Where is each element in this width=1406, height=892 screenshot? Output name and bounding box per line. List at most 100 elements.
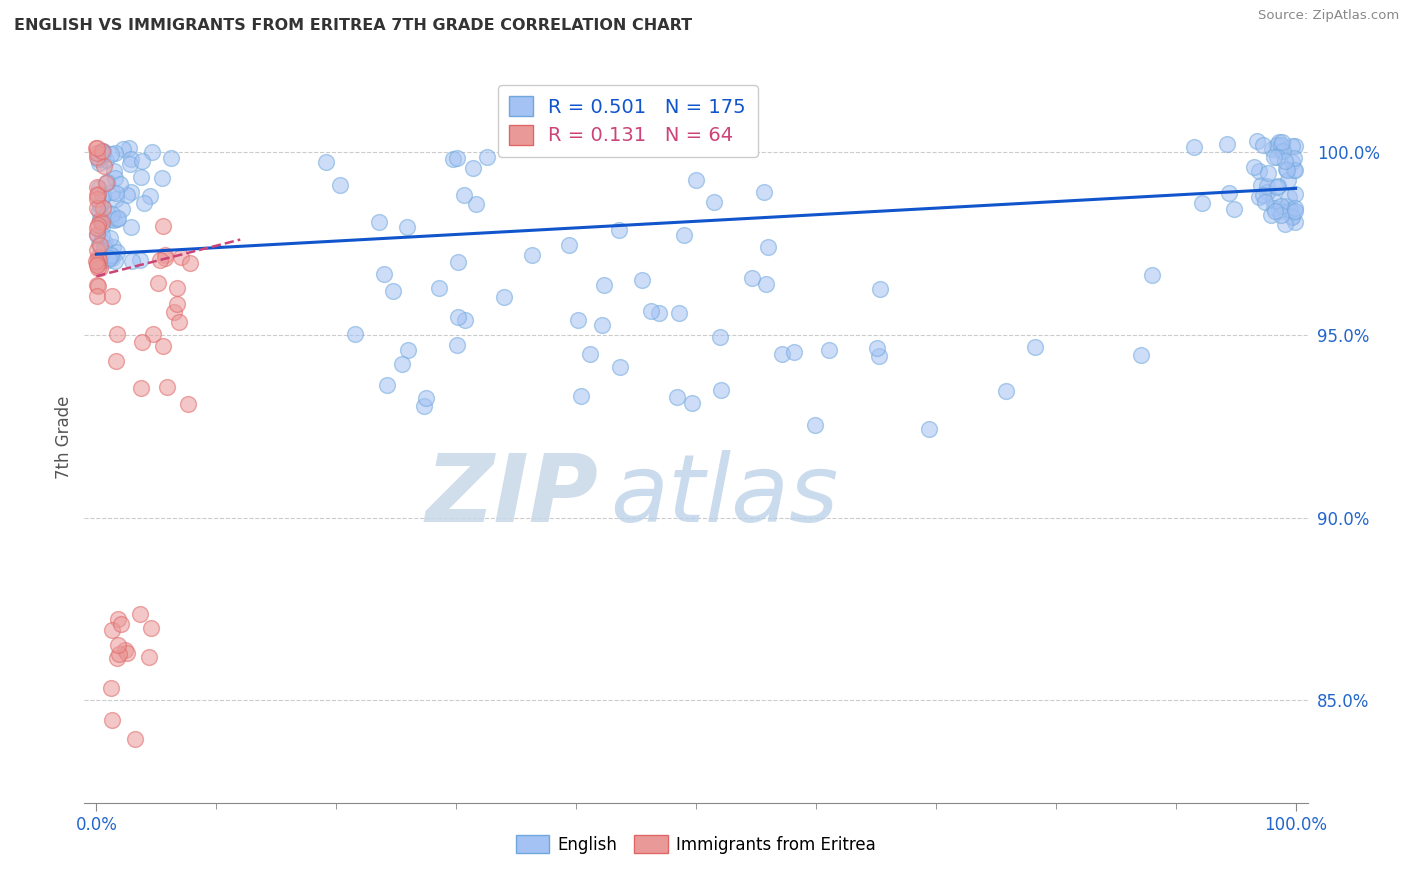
Immigrants from Eritrea: [149, 253, 172, 268]
Immigrants from Eritrea: [101, 713, 124, 727]
English: [159, 151, 181, 165]
English: [1261, 141, 1284, 155]
English: [101, 240, 124, 254]
English: [368, 214, 391, 228]
English: [1275, 162, 1298, 177]
English: [569, 389, 592, 403]
English: [464, 197, 486, 211]
English: [703, 195, 725, 210]
Immigrants from Eritrea: [153, 248, 176, 262]
English: [1271, 135, 1294, 149]
English: [381, 284, 404, 298]
Immigrants from Eritrea: [100, 681, 122, 696]
Immigrants from Eritrea: [86, 219, 108, 233]
English: [98, 231, 121, 245]
Immigrants from Eritrea: [86, 150, 108, 164]
Immigrants from Eritrea: [110, 617, 132, 632]
Immigrants from Eritrea: [87, 187, 110, 202]
Immigrants from Eritrea: [86, 289, 108, 303]
English: [1284, 162, 1306, 177]
Immigrants from Eritrea: [90, 144, 112, 158]
English: [648, 306, 671, 320]
Legend: English, Immigrants from Eritrea: English, Immigrants from Eritrea: [509, 829, 883, 860]
English: [1024, 340, 1046, 354]
Immigrants from Eritrea: [86, 180, 108, 194]
English: [461, 161, 484, 176]
English: [1272, 145, 1295, 159]
English: [454, 313, 477, 327]
Immigrants from Eritrea: [179, 256, 201, 270]
English: [97, 252, 120, 267]
Immigrants from Eritrea: [107, 612, 129, 626]
Immigrants from Eritrea: [152, 339, 174, 353]
English: [709, 329, 731, 343]
English: [818, 343, 841, 358]
Immigrants from Eritrea: [89, 214, 111, 228]
Immigrants from Eritrea: [115, 646, 138, 660]
Y-axis label: 7th Grade: 7th Grade: [55, 395, 73, 479]
English: [329, 178, 352, 193]
Immigrants from Eritrea: [91, 201, 114, 215]
English: [91, 144, 114, 158]
English: [1140, 268, 1163, 282]
English: [100, 248, 122, 262]
English: [710, 383, 733, 397]
English: [415, 391, 437, 405]
English: [1265, 179, 1288, 194]
English: [139, 189, 162, 203]
English: [446, 338, 468, 352]
English: [1277, 199, 1299, 213]
Immigrants from Eritrea: [86, 250, 108, 264]
Immigrants from Eritrea: [170, 250, 193, 264]
English: [111, 202, 134, 216]
English: [150, 171, 173, 186]
Immigrants from Eritrea: [104, 354, 127, 368]
English: [100, 211, 122, 226]
English: [866, 341, 889, 355]
Immigrants from Eritrea: [114, 642, 136, 657]
English: [96, 205, 118, 219]
English: [758, 240, 780, 254]
English: [120, 157, 142, 171]
English: [91, 146, 114, 161]
English: [91, 191, 114, 205]
English: [1251, 188, 1274, 202]
English: [104, 254, 127, 268]
English: [494, 290, 516, 304]
English: [103, 163, 125, 178]
English: [91, 253, 114, 268]
Text: atlas: atlas: [610, 450, 838, 541]
English: [1182, 139, 1205, 153]
Immigrants from Eritrea: [86, 278, 108, 293]
Immigrants from Eritrea: [108, 647, 131, 661]
English: [1218, 186, 1240, 201]
English: [120, 153, 142, 167]
English: [522, 247, 544, 261]
Immigrants from Eritrea: [86, 188, 108, 202]
Immigrants from Eritrea: [138, 649, 160, 664]
English: [783, 345, 806, 359]
English: [104, 186, 127, 200]
Immigrants from Eritrea: [86, 202, 108, 216]
Immigrants from Eritrea: [166, 281, 188, 295]
English: [672, 227, 695, 242]
English: [1281, 138, 1303, 153]
English: [1282, 151, 1305, 165]
English: [453, 187, 475, 202]
English: [103, 212, 125, 227]
English: [1246, 134, 1268, 148]
English: [770, 347, 793, 361]
English: [640, 303, 662, 318]
Immigrants from Eritrea: [89, 252, 111, 267]
English: [315, 155, 337, 169]
English: [1284, 138, 1306, 153]
English: [685, 173, 707, 187]
English: [869, 283, 891, 297]
English: [1274, 153, 1296, 168]
English: [607, 223, 630, 237]
English: [413, 399, 436, 413]
English: [87, 155, 110, 169]
English: [1265, 150, 1288, 164]
English: [1130, 348, 1153, 362]
English: [447, 310, 470, 324]
